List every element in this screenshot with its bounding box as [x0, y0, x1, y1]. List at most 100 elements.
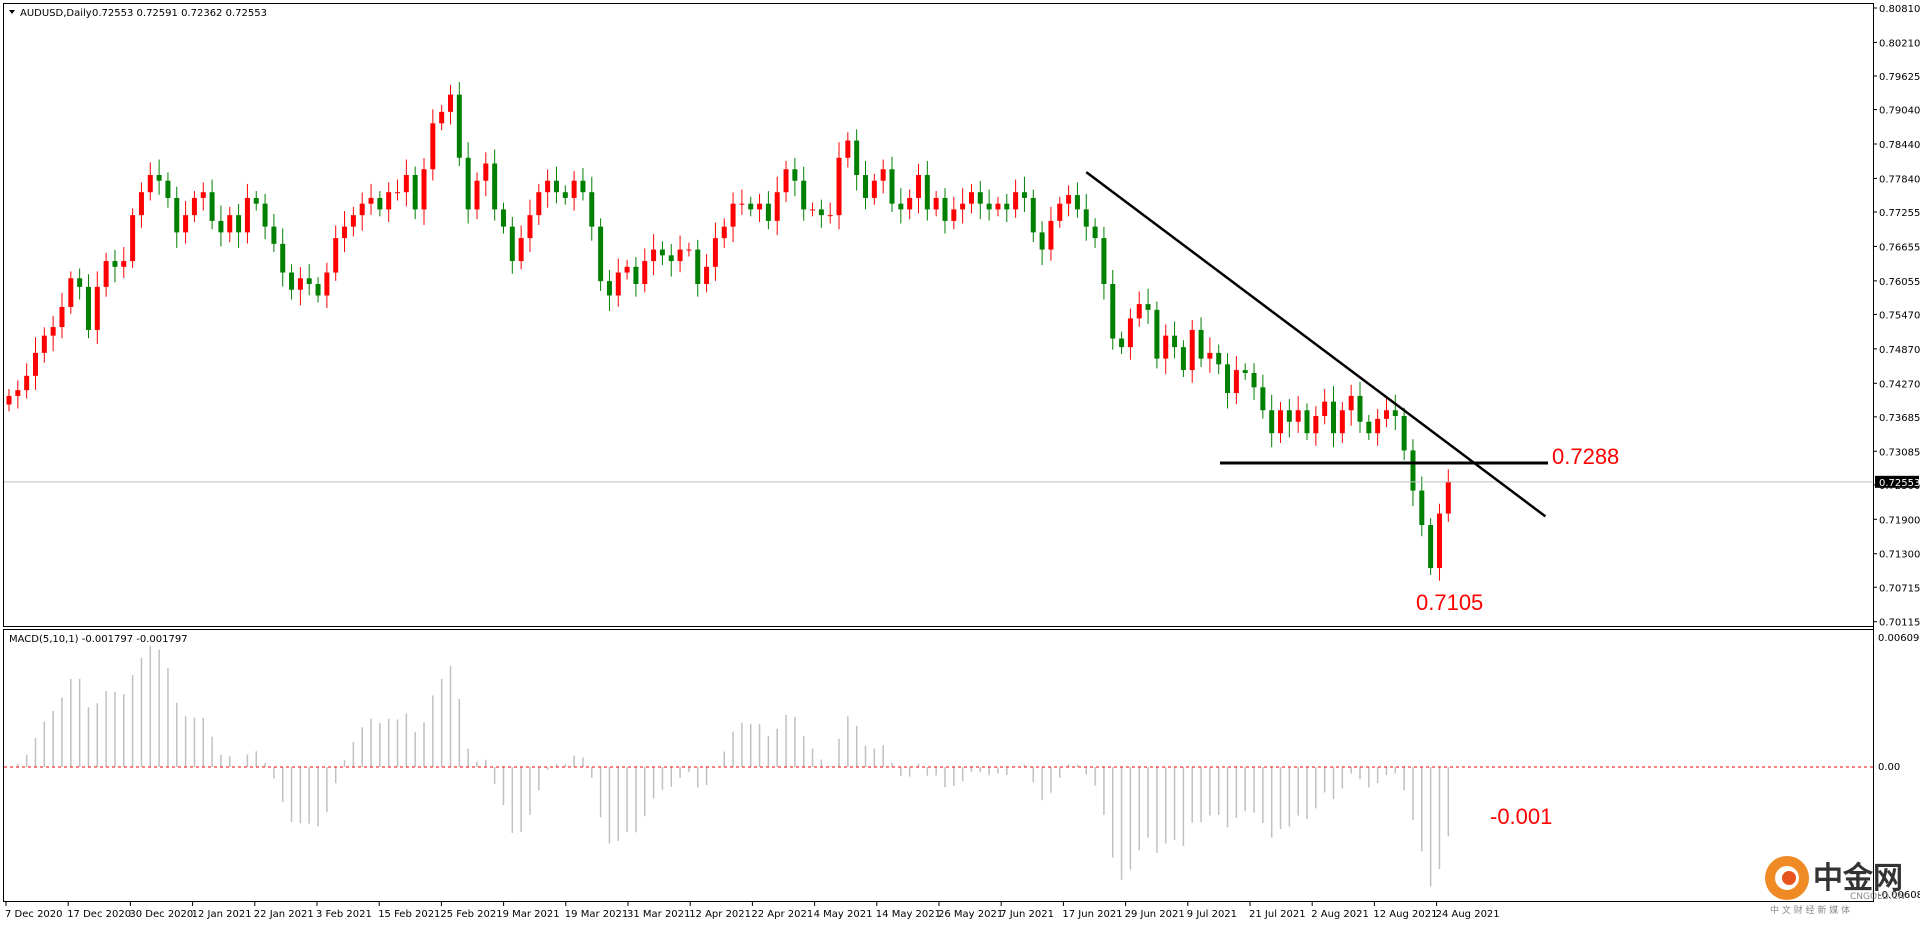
- candle-body: [580, 180, 586, 193]
- candle-body: [1004, 203, 1010, 210]
- price-tick-label: 0.74870: [1879, 345, 1920, 356]
- candle-body: [15, 390, 21, 396]
- candle-body: [1357, 395, 1363, 422]
- candle-body: [85, 286, 91, 330]
- candle-body: [59, 306, 65, 328]
- candle-body: [315, 284, 321, 296]
- candle-body: [571, 180, 577, 198]
- candle-body: [209, 192, 215, 221]
- symbol-title: AUDUSD,Daily: [20, 8, 92, 19]
- candle-body: [562, 192, 568, 198]
- candle-body: [1436, 513, 1442, 569]
- candle-body: [977, 192, 983, 204]
- menu-triangle-icon[interactable]: [9, 10, 15, 14]
- candle-body: [492, 163, 498, 210]
- candle-body: [41, 335, 47, 353]
- date-tick-label: 21 Jul 2021: [1249, 909, 1306, 920]
- candle-body: [509, 226, 515, 262]
- candle-body: [739, 203, 745, 205]
- candle-body: [642, 261, 648, 285]
- candle-body: [1145, 304, 1151, 310]
- candle-body: [289, 272, 295, 290]
- price-tick-label: 0.71900: [1879, 515, 1920, 526]
- macd-value-label: -0.001: [1490, 804, 1552, 829]
- candle-body: [1163, 335, 1169, 359]
- price-tick-label: 0.73085: [1879, 447, 1920, 458]
- candle-body: [1242, 370, 1248, 373]
- candle-body: [368, 197, 374, 204]
- candle-body: [24, 375, 30, 391]
- candle-body: [1419, 490, 1425, 526]
- candle-body: [651, 249, 657, 262]
- candle-body: [297, 278, 303, 290]
- candle-body: [1322, 401, 1328, 416]
- date-tick-label: 31 Mar 2021: [627, 909, 690, 920]
- candle-body: [986, 203, 992, 210]
- candle-body: [712, 238, 718, 267]
- candle-body: [1375, 418, 1381, 434]
- candle-body: [306, 278, 312, 285]
- candle-body: [836, 157, 842, 216]
- candle-body: [1013, 192, 1019, 210]
- price-tick-label: 0.71300: [1879, 550, 1920, 561]
- candle-body: [854, 140, 860, 175]
- candle-body: [1278, 410, 1284, 434]
- candle-body: [386, 192, 392, 210]
- candle-body: [94, 286, 100, 330]
- date-tick-label: 17 Jun 2021: [1062, 909, 1122, 920]
- candle-body: [792, 169, 798, 181]
- candle-body: [412, 174, 418, 210]
- candle-body: [77, 278, 83, 287]
- candle-body: [236, 215, 242, 233]
- candle-body: [112, 261, 118, 267]
- candle-body: [227, 215, 233, 233]
- price-axis: 0.80810 0.80210 0.79625 0.79040 0.78440 0.778…: [1873, 4, 1920, 629]
- candle-body: [863, 174, 869, 198]
- candle-body: [1401, 415, 1407, 451]
- candle-body: [1304, 410, 1310, 434]
- candle-body: [801, 180, 807, 210]
- candle-body: [518, 238, 524, 262]
- candle-body: [704, 266, 710, 285]
- candle-body: [898, 203, 904, 210]
- candle-body: [545, 180, 551, 193]
- candle-body: [730, 203, 736, 227]
- date-tick-label: 30 Dec 2020: [129, 909, 193, 920]
- candle-body: [659, 249, 665, 256]
- date-tick-label: 12 Aug 2021: [1373, 909, 1437, 920]
- candle-body: [1180, 347, 1186, 371]
- candle-body: [907, 197, 913, 210]
- macd-panel-frame: [3, 629, 1874, 902]
- candle-body: [324, 272, 330, 296]
- candle-body: [915, 174, 921, 198]
- candle-body: [1269, 410, 1275, 434]
- candle-body: [68, 278, 74, 307]
- candle-body: [757, 203, 763, 210]
- candle-body: [1110, 284, 1116, 339]
- candle-body: [1101, 238, 1107, 285]
- candle-body: [774, 192, 780, 221]
- candle-body: [933, 197, 939, 210]
- candle-body: [333, 238, 339, 273]
- candle-body: [1339, 410, 1345, 434]
- candle-body: [165, 180, 171, 198]
- candle-body: [1030, 197, 1036, 233]
- date-tick-label: 22 Apr 2021: [751, 909, 813, 920]
- candle-body: [1092, 226, 1098, 239]
- candle-body: [1066, 195, 1072, 204]
- price-tick-label: 0.74270: [1879, 379, 1920, 390]
- date-tick-label: 22 Jan 2021: [254, 909, 314, 920]
- candle-body: [130, 215, 136, 262]
- date-tick-label: 19 Mar 2021: [565, 909, 628, 920]
- candle-body: [1039, 232, 1045, 250]
- date-tick-label: 7 Dec 2020: [5, 909, 63, 920]
- candle-body: [995, 203, 1001, 210]
- price-tick-label: 0.78440: [1879, 140, 1920, 151]
- candle-body: [350, 215, 356, 227]
- candle-body: [1348, 395, 1354, 411]
- candle-body: [889, 169, 895, 204]
- candle-body: [103, 261, 109, 287]
- candle-body: [615, 272, 621, 296]
- candle-body: [1295, 410, 1301, 422]
- candle-body: [403, 174, 409, 193]
